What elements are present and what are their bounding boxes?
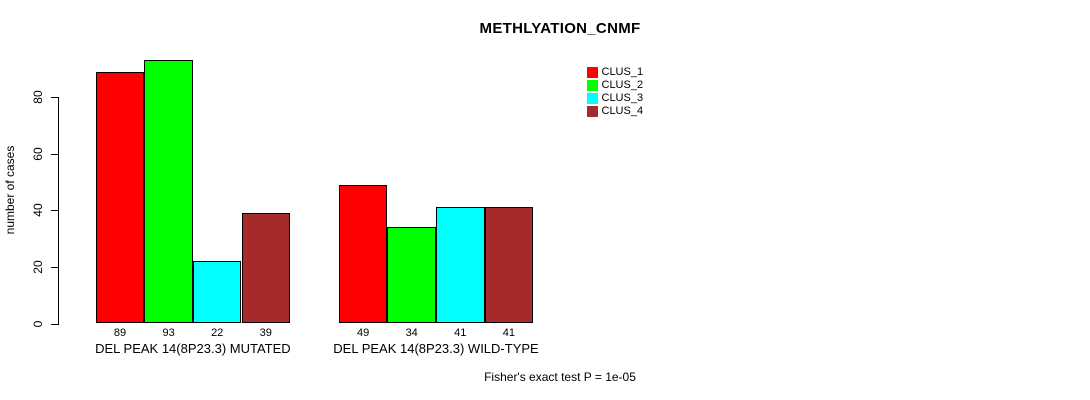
legend-item-clus_2: CLUS_2 xyxy=(587,79,643,92)
legend-label: CLUS_2 xyxy=(601,79,644,91)
group-label: DEL PEAK 14(8P23.3) MUTATED xyxy=(95,341,291,356)
bar-clus_3-group2 xyxy=(436,207,485,324)
legend-swatch-icon xyxy=(587,80,598,91)
bar-value-label: 41 xyxy=(502,327,516,339)
y-axis-line xyxy=(58,97,59,325)
y-tick xyxy=(51,266,58,268)
y-tick xyxy=(51,153,58,155)
bar-clus_4-group1 xyxy=(241,213,291,324)
y-tick-label: 20 xyxy=(31,260,45,274)
legend-swatch-icon xyxy=(587,67,598,78)
chart-title: METHLYATION_CNMF xyxy=(479,20,641,37)
y-tick xyxy=(51,210,58,212)
legend-label: CLUS_1 xyxy=(601,66,644,78)
bar-clus_3-group1 xyxy=(192,261,242,324)
y-tick-label: 80 xyxy=(31,90,45,104)
bar-clus_2-group1 xyxy=(144,60,193,324)
group-label: DEL PEAK 14(8P23.3) WILD-TYPE xyxy=(333,341,539,356)
bar-value-label: 34 xyxy=(405,327,418,339)
bar-value-label: 49 xyxy=(356,327,370,339)
legend-item-clus_3: CLUS_3 xyxy=(587,92,643,105)
y-tick-label: 60 xyxy=(31,146,45,161)
y-tick xyxy=(51,97,58,98)
y-tick-label: 40 xyxy=(31,203,45,217)
legend-item-clus_1: CLUS_1 xyxy=(587,66,643,79)
y-axis-label: number of cases xyxy=(3,145,17,235)
bar-value-label: 39 xyxy=(259,327,272,339)
bar-clus_4-group2 xyxy=(484,207,534,324)
footer-annotation: Fisher's exact test P = 1e-05 xyxy=(484,370,636,384)
bar-value-label: 89 xyxy=(113,327,127,339)
legend-item-clus_4: CLUS_4 xyxy=(587,105,643,118)
bar-value-label: 22 xyxy=(211,327,224,339)
bar-value-label: 41 xyxy=(454,327,467,339)
legend-swatch-icon xyxy=(587,93,598,104)
legend-label: CLUS_3 xyxy=(601,92,644,104)
bar-clus_1-group1 xyxy=(95,71,145,324)
legend-label: CLUS_4 xyxy=(601,105,644,117)
bar-clus_2-group2 xyxy=(387,227,436,324)
y-tick-label: 0 xyxy=(31,320,45,327)
bar-clus_1-group2 xyxy=(338,184,388,324)
legend-swatch-icon xyxy=(587,106,598,117)
y-tick xyxy=(51,323,58,325)
bar-value-label: 93 xyxy=(162,327,175,339)
legend: CLUS_1 CLUS_2 CLUS_3 CLUS_4 xyxy=(587,66,643,118)
